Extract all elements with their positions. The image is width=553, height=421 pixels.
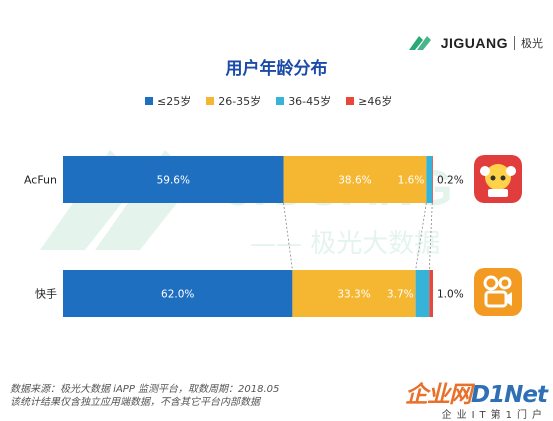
- bar-segment: [292, 270, 416, 317]
- legend-item: 26-35岁: [206, 93, 261, 109]
- legend-label: ≤25岁: [157, 95, 192, 108]
- data-label: 33.3%: [337, 289, 370, 301]
- legend-label: 36-45岁: [288, 95, 332, 108]
- d1net-logo: 企业网D1Net 企业IT第1门户: [405, 375, 548, 421]
- legend-item: ≤25岁: [145, 93, 191, 109]
- legend-swatch: [276, 97, 285, 105]
- data-label: 0.2%: [437, 175, 464, 187]
- connector-line: [283, 202, 293, 271]
- site-name-cn: 企业网: [405, 382, 472, 408]
- legend-swatch: [346, 97, 355, 105]
- source-line: 数据来源：极光大数据 iAPP 监测平台，取数周期：2018.05: [10, 384, 280, 395]
- data-source-note: 数据来源：极光大数据 iAPP 监测平台，取数周期：2018.05 该统计结果仅…: [10, 383, 279, 409]
- data-label: 62.0%: [161, 289, 194, 301]
- bar-segment: [432, 156, 433, 203]
- data-label: 59.6%: [157, 175, 190, 187]
- brand-name: JIGUANG: [440, 35, 508, 51]
- kuaishou-icon: [474, 268, 522, 316]
- data-label: 3.7%: [387, 289, 414, 301]
- data-label: 1.0%: [437, 289, 464, 301]
- legend-label: ≥46岁: [358, 95, 393, 108]
- category-label: 快手: [35, 287, 57, 301]
- bar-segment: [283, 156, 427, 203]
- legend-item: ≥46岁: [346, 93, 392, 109]
- legend-swatch: [145, 97, 153, 105]
- category-label: AcFun: [24, 174, 57, 187]
- source-line: 该统计结果仅含独立应用端数据，不含其它平台内部数据: [10, 397, 260, 408]
- bar-segment: [415, 270, 430, 317]
- bar-segment: [426, 156, 433, 203]
- connector-line: [428, 202, 433, 271]
- site-name: 企业网D1Net: [405, 375, 548, 409]
- legend-item: 36-45岁: [276, 93, 331, 109]
- site-name-en: D1Net: [471, 382, 548, 408]
- chart-title: 用户年龄分布: [225, 59, 328, 79]
- jiguang-logo-icon: [408, 36, 431, 50]
- legend-label: 26-35岁: [218, 95, 262, 108]
- bar-segment: [429, 270, 433, 317]
- chart-legend: ≤25岁 26-35岁 36-45岁 ≥46岁: [145, 93, 392, 109]
- data-label: 38.6%: [338, 175, 371, 187]
- brand-separator: [514, 36, 515, 50]
- connector-line: [415, 202, 427, 271]
- acfun-icon: [474, 155, 522, 203]
- jiguang-brand: JIGUANG 极光: [405, 32, 543, 54]
- brand-cn: 极光: [521, 38, 543, 50]
- data-label: 1.6%: [398, 175, 425, 187]
- legend-swatch: [206, 97, 215, 105]
- bar-segment: [63, 156, 284, 203]
- watermark-cn: —— 极光大数据: [250, 229, 440, 259]
- bar-segment: [63, 270, 293, 317]
